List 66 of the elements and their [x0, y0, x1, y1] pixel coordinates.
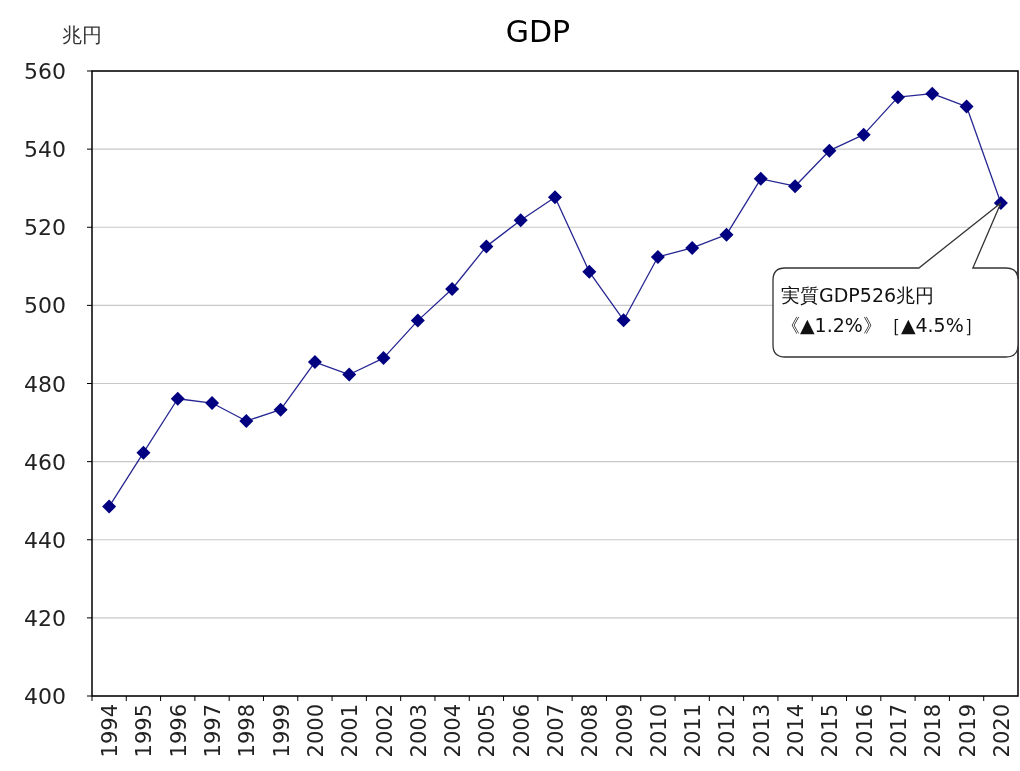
y-tick-label: 480: [24, 371, 66, 397]
x-tick-label: 2017: [886, 704, 911, 758]
point: [685, 240, 700, 255]
x-tick-label: 2016: [852, 704, 877, 758]
point: [650, 249, 665, 264]
point: [719, 227, 734, 242]
x-tick-label: 2010: [646, 704, 671, 758]
point: [788, 179, 803, 194]
point: [136, 445, 151, 460]
point: [342, 367, 357, 382]
y-axis-title: 兆円: [62, 23, 102, 47]
x-tick-label: 2006: [509, 704, 534, 758]
y-tick-label: 500: [24, 293, 66, 319]
point: [513, 213, 528, 228]
x-tick-label: 2005: [475, 704, 500, 758]
point: [307, 355, 322, 370]
x-tick-label: 2012: [715, 704, 740, 758]
point: [925, 86, 940, 101]
y-tick-label: 520: [24, 215, 66, 241]
x-tick-label: 2009: [612, 704, 637, 758]
x-tick-label: 2013: [749, 704, 774, 758]
x-tick-label: 2004: [441, 704, 466, 758]
point: [273, 402, 288, 417]
x-tick-label: 2015: [818, 704, 843, 758]
point: [856, 127, 871, 142]
annotation: 実質GDP526兆円: [781, 284, 935, 306]
point: [822, 143, 837, 158]
point: [239, 414, 254, 428]
x-tick-label: 2002: [372, 704, 397, 758]
point: [205, 396, 220, 411]
x-tick-label: 1998: [235, 704, 260, 758]
y-tick-label: 420: [24, 605, 66, 631]
point: [616, 313, 631, 328]
x-tick-label: 1996: [166, 704, 191, 758]
x-tick-label: 2014: [784, 704, 809, 758]
x-tick-label: 2008: [578, 704, 603, 758]
x-tick-label: 2011: [681, 704, 706, 758]
x-tick-label: 2018: [921, 704, 946, 758]
point: [753, 171, 768, 186]
x-tick-label: 2019: [955, 704, 980, 758]
point: [959, 99, 974, 114]
point: [582, 264, 597, 279]
x-tick-label: 2001: [338, 704, 363, 758]
y-tick-label: 560: [24, 59, 66, 84]
x-tick-label: 2007: [544, 704, 568, 758]
chart-title: GDP: [505, 14, 571, 49]
x-tick-label: 1999: [269, 704, 294, 758]
annotation: 《▲1.2%》［▲4.5%］: [781, 314, 983, 336]
y-tick-label: 440: [24, 527, 66, 553]
x-tick-label: 2003: [406, 704, 431, 758]
y-tick-label: 400: [24, 684, 66, 709]
x-tick-label: 2000: [303, 704, 328, 758]
point: [410, 313, 425, 328]
y-tick-label: 540: [24, 137, 66, 163]
point: [445, 281, 460, 296]
point: [479, 239, 494, 254]
point: [376, 351, 391, 366]
point: [102, 499, 117, 514]
x-tick-label: 1994: [98, 704, 123, 758]
point: [890, 90, 905, 105]
y-tick-label: 460: [24, 449, 66, 475]
x-tick-label: 1997: [201, 704, 226, 758]
point: [548, 190, 562, 205]
x-tick-label: 2020: [989, 704, 1014, 758]
x-tick-label: 1995: [132, 704, 157, 758]
point: [170, 391, 185, 406]
